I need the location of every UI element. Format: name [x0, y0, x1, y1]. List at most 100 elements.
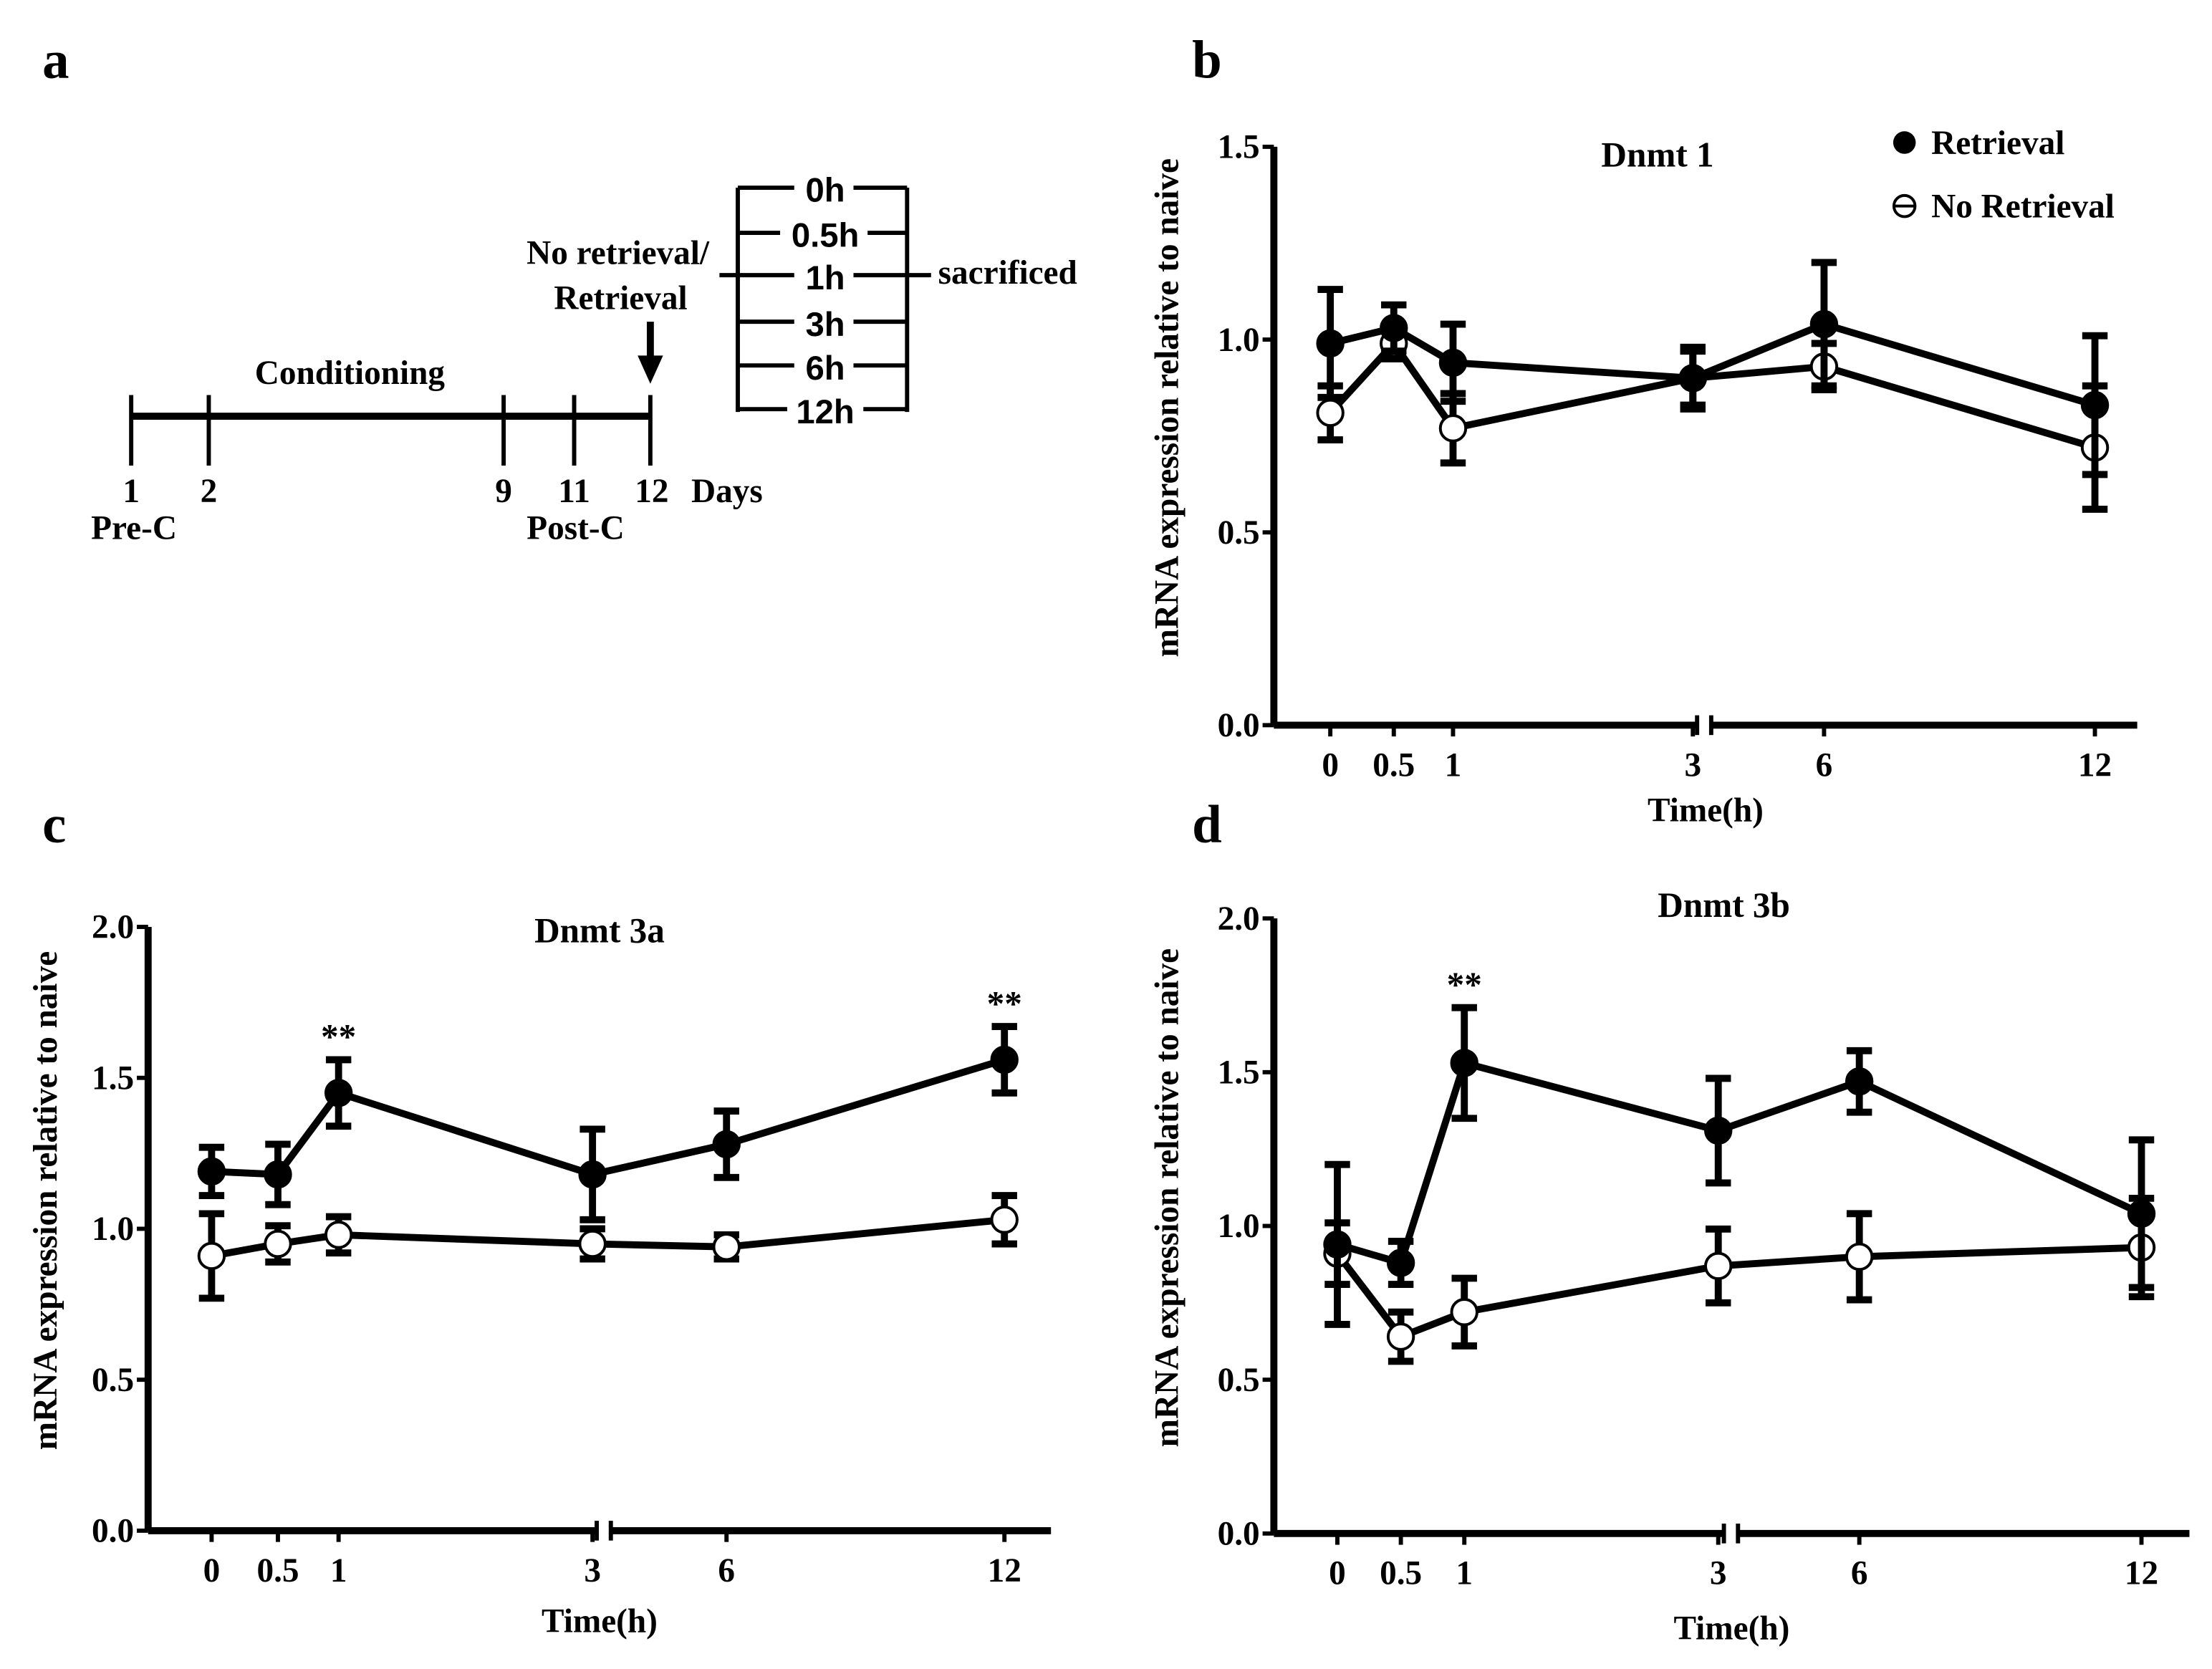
days-label: Days	[691, 473, 763, 510]
x-tick-label: 0	[203, 1552, 221, 1589]
data-point-filled	[2127, 1199, 2156, 1228]
x-tick-label: 12	[988, 1552, 1021, 1589]
down-arrow-icon	[638, 322, 663, 384]
chart-title: Dnmt 3b	[1658, 885, 1790, 925]
panel-a-timeline: a 1 2 9 11 12 Days Pre-C Post-C Conditio…	[42, 30, 1077, 547]
y-tick-label: 2.0	[1218, 900, 1260, 938]
significance-annotation: **	[1447, 965, 1482, 1004]
data-point-open	[712, 1233, 741, 1261]
y-tick-label: 0.0	[92, 1513, 134, 1550]
data-point-open	[1316, 398, 1345, 428]
sacrificed-label: sacrificed	[938, 254, 1077, 292]
significance-annotation: **	[321, 1017, 356, 1057]
data-point-filled	[1316, 329, 1345, 358]
x-axis-title: Time(h)	[1673, 1610, 1789, 1648]
data-point-open	[197, 1241, 226, 1271]
timepoint-label: 12h	[796, 393, 854, 431]
pre-c-label: Pre-C	[91, 509, 177, 547]
x-tick-label: 3	[1684, 746, 1701, 784]
y-tick-label: 1.5	[92, 1059, 134, 1097]
y-tick-label: 1.5	[1218, 129, 1260, 166]
legend-retrieval: Retrieval	[1931, 125, 2064, 162]
x-axis-title: Time(h)	[1648, 792, 1764, 829]
chart-title: Dnmt 3a	[534, 911, 665, 951]
chart-panel-c: c Dnmt 3a 0.0 0.5 1.0 1.5 2.0 0 0.5 1 3 6 12 Time(h) m…	[27, 795, 1052, 1640]
y-tick-label: 0.5	[92, 1362, 134, 1399]
y-tick-label: 0.5	[1218, 1362, 1260, 1399]
y-tick-label: 1.0	[1218, 322, 1260, 359]
sacrifice-timepoint-bracket: 0h 0.5h 1h 3h 6h 12h	[719, 172, 931, 431]
y-tick-label: 1.0	[1218, 1208, 1260, 1245]
series-retrieval	[1316, 259, 2110, 478]
data-point-filled	[1386, 1249, 1415, 1277]
panel-label-b: b	[1192, 30, 1222, 90]
day-label: 9	[495, 473, 512, 510]
data-point-filled	[1438, 348, 1468, 377]
data-point-open	[1450, 1298, 1478, 1327]
retrieval-label-line1: No retrieval/	[526, 234, 710, 271]
day-label: 2	[201, 473, 218, 510]
x-tick-label: 0	[1322, 746, 1339, 784]
day-label: 12	[635, 473, 668, 510]
data-point-open	[1845, 1242, 1874, 1271]
data-point-filled	[1678, 364, 1707, 393]
series-line	[1336, 1058, 2143, 1268]
data-point-filled	[264, 1160, 292, 1189]
data-point-filled	[1809, 309, 1839, 339]
legend-no-retrieval: No Retrieval	[1931, 188, 2115, 225]
panel-label-a: a	[42, 30, 69, 90]
legend: Retrieval No Retrieval	[1892, 125, 2115, 225]
panel-label-d: d	[1192, 795, 1222, 855]
y-tick-label: 1.0	[92, 1211, 134, 1248]
significance-annotation: **	[987, 983, 1022, 1023]
x-tick-label: 0	[1329, 1555, 1346, 1592]
series-no-retrieval	[1323, 1194, 2156, 1365]
y-tick-label: 0.5	[1218, 514, 1260, 552]
data-point-filled	[197, 1157, 226, 1186]
x-axis-title: Time(h)	[542, 1603, 658, 1640]
x-tick-label: 6	[1851, 1555, 1868, 1592]
post-c-label: Post-C	[526, 509, 624, 547]
x-tick-label: 6	[1816, 746, 1833, 784]
x-tick-label: 12	[2125, 1555, 2158, 1592]
day-label: 1	[122, 473, 140, 510]
data-point-filled	[1380, 314, 1408, 342]
timepoint-label: 1h	[806, 259, 845, 297]
series-line	[1327, 337, 2096, 451]
data-point-filled	[578, 1160, 607, 1189]
series-no-retrieval	[197, 1192, 1019, 1302]
x-tick-label: 0.5	[256, 1552, 299, 1589]
chart-panel-d: d Dnmt 3b 0.0 0.5 1.0 1.5 2.0 0 0.5 1 3 6 12 Time(h) m…	[1148, 795, 2190, 1648]
chart-panel-b: b Dnmt 1 0.0 0.5 1.0 1.5 0 0.5 1 3 6 12 Time(h) mRNA …	[1148, 30, 2138, 829]
x-tick-label: 1	[1445, 746, 1462, 784]
timepoint-label: 0h	[806, 172, 845, 210]
x-tick-label: 1	[330, 1552, 347, 1589]
y-tick-label: 0.0	[1218, 1516, 1260, 1553]
timepoint-label: 0.5h	[792, 217, 860, 255]
data-point-filled	[990, 1045, 1019, 1074]
panel-label-c: c	[42, 795, 66, 855]
x-tick-label: 0.5	[1372, 746, 1415, 784]
data-point-filled	[712, 1130, 741, 1159]
y-tick-label: 1.5	[1218, 1054, 1260, 1092]
x-tick-label: 3	[1710, 1555, 1727, 1592]
y-tick-label: 2.0	[92, 909, 134, 946]
retrieval-label-line2: Retrieval	[554, 279, 687, 317]
data-point-filled	[1450, 1049, 1478, 1077]
data-point-open	[1386, 1322, 1415, 1351]
x-tick-label: 1	[1456, 1555, 1473, 1592]
conditioning-label: Conditioning	[255, 355, 446, 392]
data-point-open	[1438, 414, 1468, 443]
y-axis-title: mRNA expression relative to naive	[1148, 948, 1186, 1447]
data-point-open	[1704, 1251, 1733, 1281]
data-point-filled	[1704, 1116, 1733, 1145]
legend-filled-circle-icon	[1893, 131, 1916, 154]
y-axis-title: mRNA expression relative to naive	[27, 951, 64, 1450]
data-point-filled	[324, 1079, 353, 1107]
data-point-filled	[2080, 390, 2110, 420]
timepoint-label: 3h	[806, 306, 845, 344]
legend-open-circle-icon	[1892, 193, 1917, 218]
series-line	[211, 1056, 1006, 1178]
series-line	[1335, 1244, 2142, 1341]
